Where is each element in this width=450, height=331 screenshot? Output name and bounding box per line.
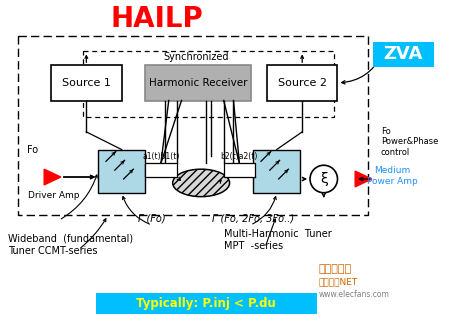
- Ellipse shape: [173, 169, 230, 197]
- Text: Multi-Harmonic  Tuner
MPT  -series: Multi-Harmonic Tuner MPT -series: [224, 229, 332, 251]
- Text: Harmonic Receiver: Harmonic Receiver: [149, 78, 248, 88]
- Polygon shape: [44, 169, 61, 185]
- Text: HAILP: HAILP: [111, 5, 203, 33]
- Bar: [96, 293, 317, 314]
- Text: Source 1: Source 1: [62, 78, 111, 88]
- Text: Source 2: Source 2: [278, 78, 327, 88]
- Polygon shape: [355, 171, 372, 187]
- Bar: [267, 65, 338, 101]
- Bar: [145, 65, 251, 101]
- Text: ξ: ξ: [320, 172, 328, 186]
- Bar: [253, 150, 300, 193]
- Text: www.elecfans.com: www.elecfans.com: [319, 290, 390, 299]
- Text: Wideband  (fundamental)
Tuner CCMT-series: Wideband (fundamental) Tuner CCMT-series: [8, 234, 133, 256]
- Bar: [145, 163, 176, 177]
- Text: Medium
Power Amp: Medium Power Amp: [367, 166, 418, 186]
- Text: a1(t)b1(t): a1(t)b1(t): [142, 152, 180, 161]
- Bar: [224, 163, 255, 177]
- Bar: [373, 42, 434, 67]
- Text: 电子线路NET: 电子线路NET: [319, 277, 358, 287]
- Text: b2(t)a2(t): b2(t)a2(t): [220, 152, 258, 161]
- Text: Synchronized: Synchronized: [163, 52, 229, 62]
- Text: Fo: Fo: [27, 145, 39, 155]
- Text: Γ (Fo, 2Fo, 3Fo..): Γ (Fo, 2Fo, 3Fo..): [212, 213, 294, 223]
- Text: Γ (Fo): Γ (Fo): [138, 213, 166, 223]
- Bar: [98, 150, 145, 193]
- Bar: [51, 65, 122, 101]
- Text: Typically: P.inj < P.du: Typically: P.inj < P.du: [136, 297, 276, 310]
- Text: ZVA: ZVA: [383, 45, 423, 64]
- Text: Fo
Power&Phase
control: Fo Power&Phase control: [381, 127, 438, 157]
- Text: Driver Amp: Driver Amp: [28, 191, 80, 200]
- Text: 微波射频网: 微波射频网: [319, 264, 352, 274]
